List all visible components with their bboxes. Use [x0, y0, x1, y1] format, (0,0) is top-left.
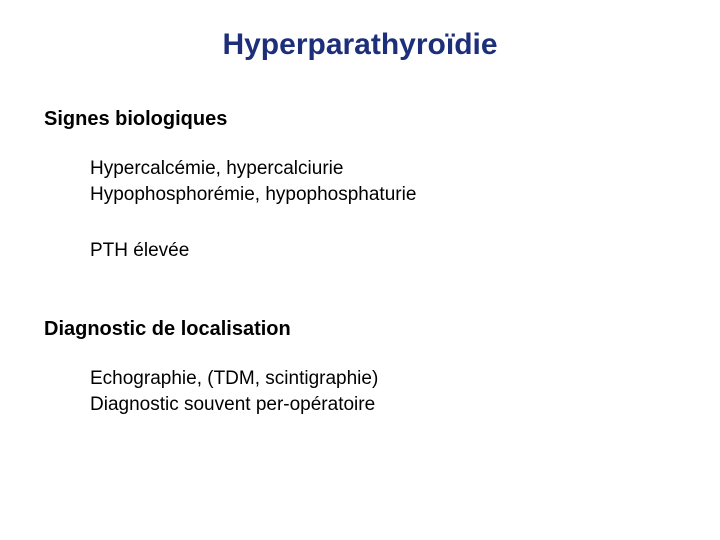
body-line: PTH élevée	[90, 240, 189, 262]
body-line: Echographie, (TDM, scintigraphie)	[90, 368, 378, 390]
section-heading-diagnostic-localisation: Diagnostic de localisation	[44, 318, 291, 341]
body-line: Hypercalcémie, hypercalciurie	[90, 158, 343, 180]
section-heading-signes-biologiques: Signes biologiques	[44, 108, 227, 131]
slide: Hyperparathyroïdie Signes biologiques Hy…	[0, 0, 720, 540]
body-line: Diagnostic souvent per-opératoire	[90, 394, 375, 416]
slide-title: Hyperparathyroïdie	[0, 28, 720, 62]
body-line: Hypophosphorémie, hypophosphaturie	[90, 184, 416, 206]
